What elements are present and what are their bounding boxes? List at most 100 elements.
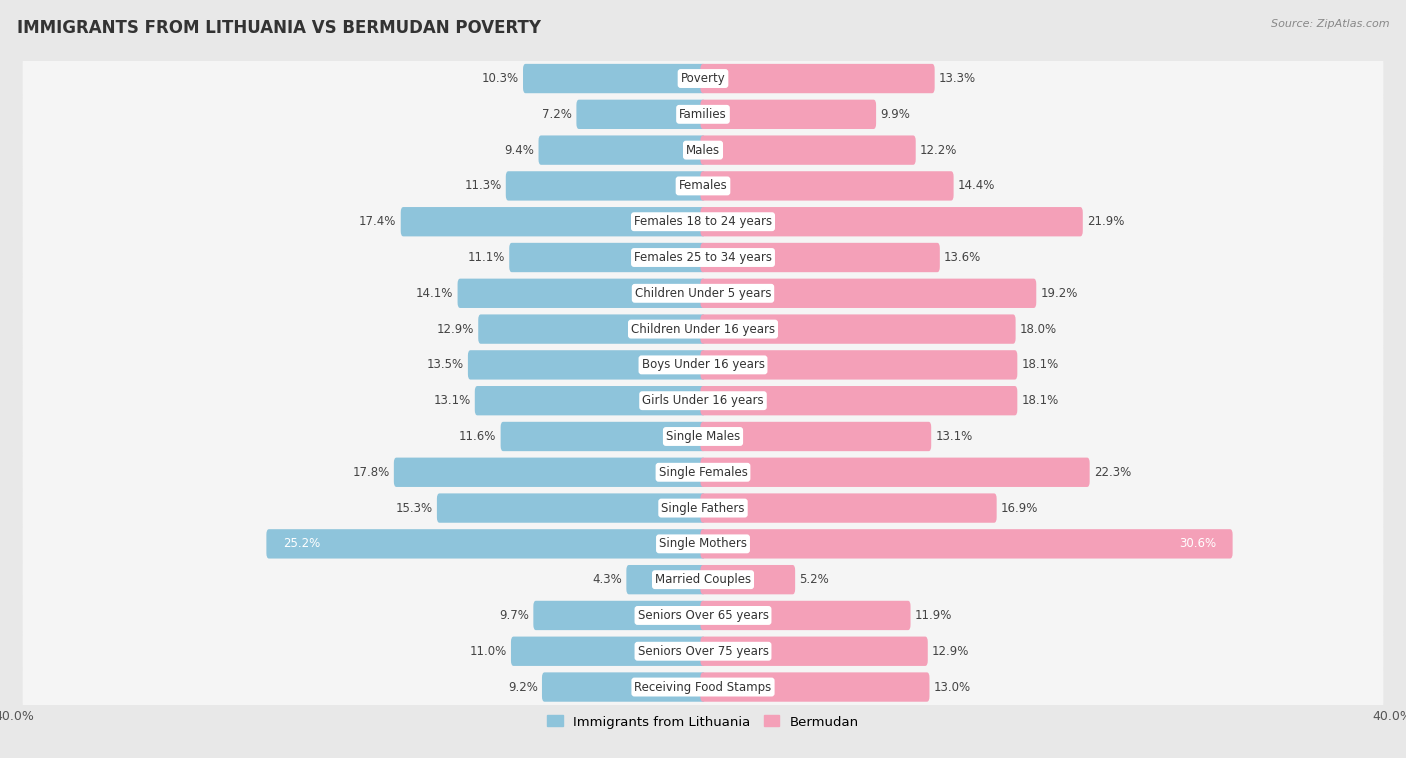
Text: Single Females: Single Females xyxy=(658,465,748,479)
FancyBboxPatch shape xyxy=(700,565,796,594)
FancyBboxPatch shape xyxy=(22,554,1384,606)
Text: Girls Under 16 years: Girls Under 16 years xyxy=(643,394,763,407)
FancyBboxPatch shape xyxy=(401,207,706,236)
Text: Boys Under 16 years: Boys Under 16 years xyxy=(641,359,765,371)
Text: 12.9%: 12.9% xyxy=(932,645,970,658)
FancyBboxPatch shape xyxy=(700,493,997,523)
Text: 13.1%: 13.1% xyxy=(935,430,973,443)
Text: Children Under 5 years: Children Under 5 years xyxy=(634,287,772,300)
Legend: Immigrants from Lithuania, Bermudan: Immigrants from Lithuania, Bermudan xyxy=(541,710,865,734)
FancyBboxPatch shape xyxy=(700,529,1233,559)
FancyBboxPatch shape xyxy=(22,124,1384,176)
FancyBboxPatch shape xyxy=(626,565,706,594)
Text: 16.9%: 16.9% xyxy=(1001,502,1039,515)
FancyBboxPatch shape xyxy=(700,672,929,702)
FancyBboxPatch shape xyxy=(478,315,706,344)
Text: 14.1%: 14.1% xyxy=(416,287,453,300)
FancyBboxPatch shape xyxy=(475,386,706,415)
FancyBboxPatch shape xyxy=(22,268,1384,319)
Text: 18.0%: 18.0% xyxy=(1019,323,1057,336)
FancyBboxPatch shape xyxy=(700,421,931,451)
Text: 9.9%: 9.9% xyxy=(880,108,910,121)
Text: 11.1%: 11.1% xyxy=(468,251,505,264)
FancyBboxPatch shape xyxy=(700,315,1015,344)
FancyBboxPatch shape xyxy=(541,672,706,702)
FancyBboxPatch shape xyxy=(700,279,1036,308)
Text: Single Fathers: Single Fathers xyxy=(661,502,745,515)
FancyBboxPatch shape xyxy=(22,590,1384,641)
Text: 5.2%: 5.2% xyxy=(800,573,830,586)
FancyBboxPatch shape xyxy=(523,64,706,93)
FancyBboxPatch shape xyxy=(22,411,1384,462)
Text: 9.7%: 9.7% xyxy=(499,609,529,622)
Text: 13.0%: 13.0% xyxy=(934,681,972,694)
Text: Families: Families xyxy=(679,108,727,121)
Text: 11.3%: 11.3% xyxy=(464,180,502,193)
FancyBboxPatch shape xyxy=(22,518,1384,570)
FancyBboxPatch shape xyxy=(700,243,939,272)
FancyBboxPatch shape xyxy=(22,53,1384,105)
FancyBboxPatch shape xyxy=(700,637,928,666)
Text: Females 25 to 34 years: Females 25 to 34 years xyxy=(634,251,772,264)
Text: 21.9%: 21.9% xyxy=(1087,215,1125,228)
Text: 11.6%: 11.6% xyxy=(458,430,496,443)
FancyBboxPatch shape xyxy=(576,99,706,129)
FancyBboxPatch shape xyxy=(22,482,1384,534)
Text: 25.2%: 25.2% xyxy=(283,537,321,550)
Text: Females 18 to 24 years: Females 18 to 24 years xyxy=(634,215,772,228)
Text: 30.6%: 30.6% xyxy=(1180,537,1216,550)
FancyBboxPatch shape xyxy=(538,136,706,164)
Text: Receiving Food Stamps: Receiving Food Stamps xyxy=(634,681,772,694)
Text: 17.8%: 17.8% xyxy=(353,465,389,479)
Text: Females: Females xyxy=(679,180,727,193)
FancyBboxPatch shape xyxy=(533,601,706,630)
FancyBboxPatch shape xyxy=(700,99,876,129)
FancyBboxPatch shape xyxy=(22,375,1384,427)
FancyBboxPatch shape xyxy=(700,136,915,164)
Text: 15.3%: 15.3% xyxy=(395,502,433,515)
Text: Seniors Over 75 years: Seniors Over 75 years xyxy=(637,645,769,658)
Text: 19.2%: 19.2% xyxy=(1040,287,1078,300)
Text: 12.2%: 12.2% xyxy=(920,143,957,157)
Text: 7.2%: 7.2% xyxy=(543,108,572,121)
Text: 12.9%: 12.9% xyxy=(436,323,474,336)
Text: 13.5%: 13.5% xyxy=(426,359,464,371)
FancyBboxPatch shape xyxy=(506,171,706,201)
Text: Married Couples: Married Couples xyxy=(655,573,751,586)
Text: Males: Males xyxy=(686,143,720,157)
Text: 10.3%: 10.3% xyxy=(482,72,519,85)
FancyBboxPatch shape xyxy=(457,279,706,308)
Text: Seniors Over 65 years: Seniors Over 65 years xyxy=(637,609,769,622)
FancyBboxPatch shape xyxy=(266,529,706,559)
FancyBboxPatch shape xyxy=(468,350,706,380)
Text: Single Mothers: Single Mothers xyxy=(659,537,747,550)
Text: 4.3%: 4.3% xyxy=(592,573,621,586)
Text: 9.2%: 9.2% xyxy=(508,681,537,694)
Text: 11.9%: 11.9% xyxy=(915,609,952,622)
FancyBboxPatch shape xyxy=(22,232,1384,283)
FancyBboxPatch shape xyxy=(22,303,1384,355)
Text: 18.1%: 18.1% xyxy=(1022,359,1059,371)
FancyBboxPatch shape xyxy=(501,421,706,451)
FancyBboxPatch shape xyxy=(22,89,1384,140)
FancyBboxPatch shape xyxy=(700,386,1018,415)
FancyBboxPatch shape xyxy=(700,64,935,93)
FancyBboxPatch shape xyxy=(394,458,706,487)
FancyBboxPatch shape xyxy=(700,601,911,630)
FancyBboxPatch shape xyxy=(700,458,1090,487)
Text: Poverty: Poverty xyxy=(681,72,725,85)
Text: 18.1%: 18.1% xyxy=(1022,394,1059,407)
Text: 11.0%: 11.0% xyxy=(470,645,506,658)
Text: 14.4%: 14.4% xyxy=(957,180,995,193)
FancyBboxPatch shape xyxy=(22,339,1384,390)
Text: Children Under 16 years: Children Under 16 years xyxy=(631,323,775,336)
FancyBboxPatch shape xyxy=(509,243,706,272)
Text: Single Males: Single Males xyxy=(666,430,740,443)
Text: 13.6%: 13.6% xyxy=(945,251,981,264)
Text: Source: ZipAtlas.com: Source: ZipAtlas.com xyxy=(1271,19,1389,29)
Text: 9.4%: 9.4% xyxy=(505,143,534,157)
Text: 22.3%: 22.3% xyxy=(1094,465,1132,479)
FancyBboxPatch shape xyxy=(22,160,1384,211)
FancyBboxPatch shape xyxy=(510,637,706,666)
FancyBboxPatch shape xyxy=(22,661,1384,713)
